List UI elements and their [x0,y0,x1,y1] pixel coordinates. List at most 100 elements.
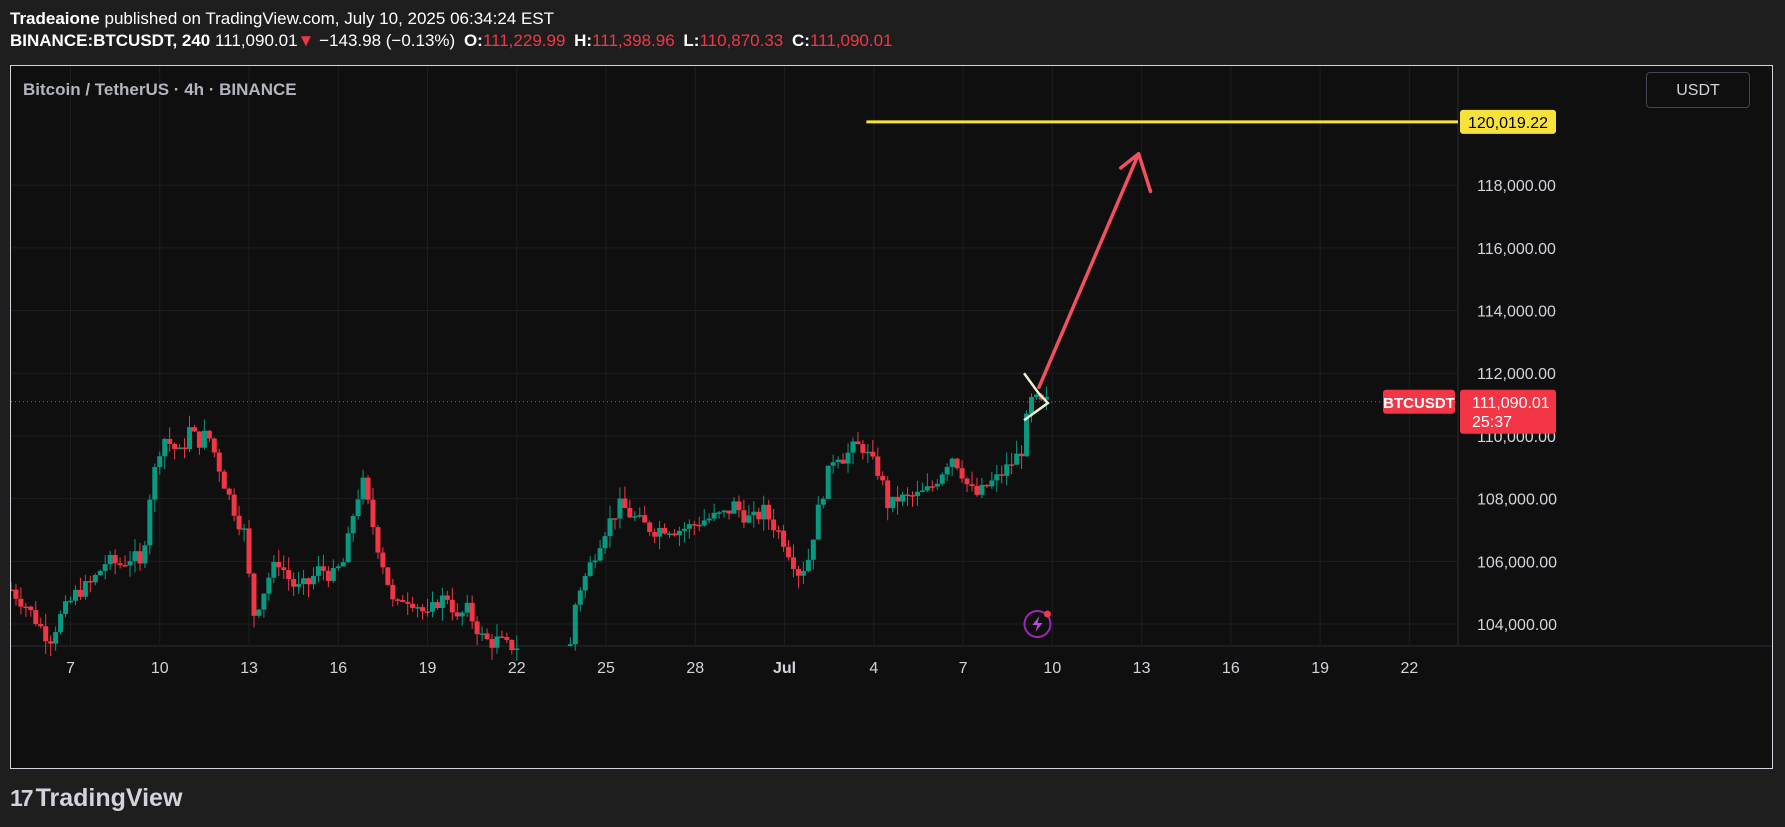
candle-body [286,570,292,580]
price-tick-label: 108,000.00 [1477,492,1557,509]
candle-body [68,600,74,603]
low-value: 110,870.33 [699,31,784,50]
candle-body [969,484,975,486]
candle-body [681,528,687,531]
symbol-interval: BINANCE:BTCUSDT, 240 [10,31,211,50]
time-tick-label: 16 [329,660,347,677]
candle-body [241,528,247,530]
candle-body [766,504,772,520]
price-tick-label: 116,000.00 [1477,241,1556,258]
candle-body [776,530,782,532]
candle-body [637,515,643,517]
chart-title: Bitcoin / TetherUS · 4h · BINANCE [23,80,297,99]
publisher-name[interactable]: Tradeaione [10,9,100,28]
candle-body [979,484,985,495]
candle-body [1033,394,1039,397]
candle-body [805,559,811,572]
time-tick-label: 19 [1311,660,1329,677]
open-label: O: [463,31,483,50]
candle-body [350,516,356,534]
candle-body [310,575,316,585]
candle-body [905,494,911,497]
candle-body [944,466,950,475]
candle-body [117,563,123,566]
candle-body [390,584,396,600]
candle-body [880,475,886,481]
candle-body [127,561,133,566]
open-value: 111,229.99 [482,31,566,50]
candle-body [721,510,727,513]
chart-frame[interactable]: BTCUSDT 104,000.00 106,000.00 108,000.00 11… [10,65,1773,769]
candle-body [167,438,173,444]
candle-series [11,386,1049,661]
candle-body [23,606,29,609]
price-axis[interactable]: 104,000.00106,000.00108,000.00110,000.00… [1460,109,1557,634]
time-tick-label: 13 [240,660,258,677]
time-tick-label: 7 [959,660,968,677]
candle-body [315,566,321,576]
candle-body [900,494,906,502]
candle-body [756,511,762,520]
currency-button[interactable]: USDT [1646,72,1750,108]
change-arrow-icon: ▼ [297,31,315,50]
candle-body [1019,453,1025,457]
candle-body [172,443,178,449]
candle-body [444,595,450,600]
candle-body [439,595,445,609]
time-tick-label: 16 [1222,660,1240,677]
close-label: C: [792,31,810,50]
candle-body [385,567,391,585]
candle-body [790,557,796,570]
candle-body [587,562,593,576]
bar-countdown: 25:37 [1472,414,1512,431]
candle-body [380,552,386,568]
candle-body [370,499,376,528]
candle-body [301,578,307,585]
candle-body [929,486,935,488]
high-value: 111,398.96 [592,31,675,50]
time-axis[interactable]: 7 10 13 16 19 22 25 28 Jul 4 7 10 13 16 19 22 [66,660,1418,677]
publication-header: Tradeaione published on TradingView.com,… [10,8,893,52]
candle-body [449,599,455,613]
candle-body [582,575,588,591]
candle-body [652,531,658,537]
candle-body [400,600,406,602]
candle-body [1028,396,1034,414]
high-label: H: [574,31,593,50]
price-tick-label: 118,000.00 [1477,178,1556,195]
candle-body [375,527,381,553]
candle-body [196,431,202,448]
candle-body [63,601,69,615]
candle-body [934,483,940,487]
time-tick-label: 4 [869,660,878,677]
price-chart[interactable]: BTCUSDT 104,000.00 106,000.00 108,000.00 11… [11,66,1772,768]
price-tick-label: 106,000.00 [1477,554,1557,571]
candle-body [87,581,93,583]
candle-body [405,601,411,604]
candle-body [895,496,901,502]
grid-lines [11,66,1772,647]
candle-body [182,447,188,450]
candle-body [577,590,583,605]
candle-body [612,518,618,520]
candle-body [786,546,792,558]
candle-body [855,441,861,445]
candle-body [365,477,371,500]
notification-dot [1043,610,1051,618]
candle-body [746,515,752,523]
candle-body [949,458,955,467]
candle-body [1009,464,1015,466]
candle-body [211,438,217,453]
candle-body [474,621,480,635]
candle-body [162,438,168,457]
candle-body [479,633,485,635]
candle-body [216,452,222,472]
candle-body [736,501,742,511]
candle-body [256,609,262,616]
candle-body [627,507,633,518]
candle-body [226,488,232,495]
candle-body [860,444,866,453]
tradingview-logo[interactable]: 17 TradingView [10,784,182,813]
current-price-label: 111,090.01 [1472,395,1550,412]
candle-body [266,577,272,594]
